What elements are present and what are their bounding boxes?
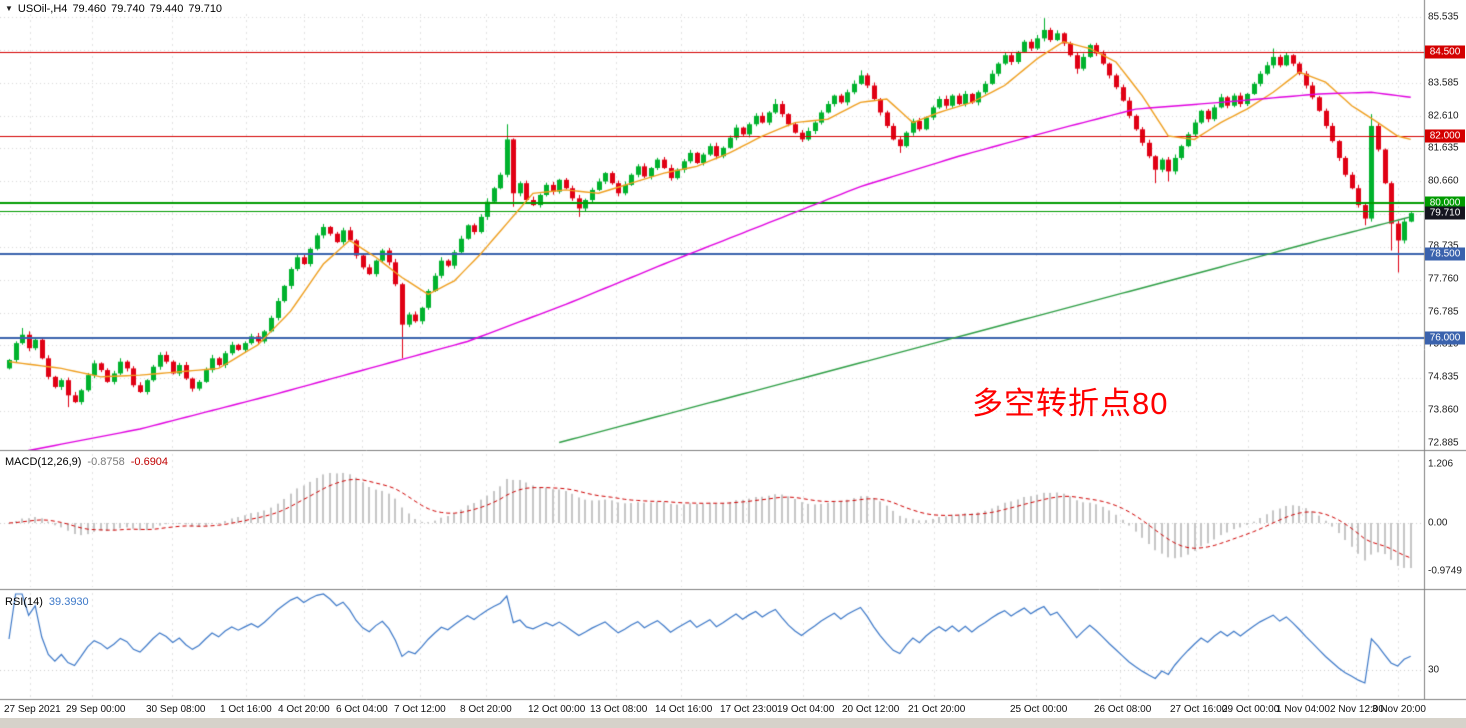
time-label: 20 Oct 12:00: [842, 704, 900, 715]
price-badge: 82.000: [1425, 129, 1465, 143]
time-axis[interactable]: 27 Sep 2021 29 Sep 00:00 30 Sep 08:00 1 Oct…: [0, 702, 1426, 718]
time-label: 2 Nov 12:00: [1330, 704, 1384, 715]
macd-tick: 0.00: [1428, 517, 1448, 529]
time-label: 1 Nov 04:00: [1276, 704, 1330, 715]
price-tick: 72.885: [1428, 437, 1459, 449]
time-label: 19 Oct 04:00: [777, 704, 835, 715]
time-label: 26 Oct 08:00: [1094, 704, 1152, 715]
price-tick: 83.585: [1428, 77, 1459, 89]
time-label: 14 Oct 16:00: [655, 704, 713, 715]
price-badge: 79.710: [1425, 206, 1465, 220]
time-label: 30 Sep 08:00: [146, 704, 206, 715]
macd-main-value: -0.8758: [87, 456, 125, 468]
price-badge: 80.000: [1425, 196, 1465, 210]
time-label: 6 Oct 04:00: [336, 704, 388, 715]
time-label: 12 Oct 00:00: [528, 704, 586, 715]
macd-name: MACD(12,26,9): [5, 456, 82, 468]
time-label: 8 Oct 20:00: [460, 704, 512, 715]
price-tick: 81.635: [1428, 142, 1459, 154]
time-label: 25 Oct 00:00: [1010, 704, 1068, 715]
price-tick: 73.860: [1428, 404, 1459, 416]
rsi-panel-title: RSI(14) 39.3930: [5, 596, 89, 608]
price-tick: 77.760: [1428, 273, 1459, 285]
rsi-tick: 30: [1428, 664, 1440, 676]
time-label: 13 Oct 08:00: [590, 704, 648, 715]
price-tick: 74.835: [1428, 371, 1459, 383]
time-label: 1 Oct 16:00: [220, 704, 272, 715]
price-tick: 80.660: [1428, 175, 1459, 187]
chart-annotation: 多空转折点80: [972, 386, 1169, 421]
macd-panel-title: MACD(12,26,9) -0.8758 -0.6904: [5, 456, 168, 468]
rsi-value: 39.3930: [48, 596, 89, 608]
ohlc-close: 79.710: [188, 3, 223, 15]
price-tick: 76.785: [1428, 306, 1459, 318]
time-label: 4 Oct 20:00: [278, 704, 330, 715]
time-label: 21 Oct 20:00: [908, 704, 966, 715]
ohlc-low: 79.440: [149, 3, 184, 15]
price-tick: 85.535: [1428, 11, 1459, 23]
macd-tick: 1.206: [1428, 458, 1454, 470]
price-badge: 76.000: [1425, 331, 1465, 345]
time-label: 3 Nov 20:00: [1372, 704, 1426, 715]
macd-tick: -0.9749: [1428, 565, 1462, 577]
price-badge: 78.500: [1425, 247, 1465, 261]
chevron-down-icon[interactable]: ▼: [5, 4, 13, 13]
macd-signal-value: -0.6904: [130, 456, 169, 468]
time-label: 29 Oct 00:00: [1222, 704, 1280, 715]
price-badge: 84.500: [1425, 45, 1465, 59]
price-tick: 78.735: [1428, 240, 1459, 252]
time-label: 27 Sep 2021: [4, 704, 61, 715]
ohlc-open: 79.460: [72, 3, 107, 15]
symbol-info-bar: ▼ USOil-,H4 79.460 79.740 79.440 79.710: [5, 3, 222, 15]
price-tick: 82.610: [1428, 110, 1459, 121]
symbol-period-label: USOil-,H4: [17, 3, 68, 15]
window-bottom-edge: [0, 718, 1466, 728]
time-label: 29 Sep 00:00: [66, 704, 126, 715]
time-label: 17 Oct 23:00: [720, 704, 778, 715]
price-scale[interactable]: 85.535 83.585 82.610 81.635 80.660 78.735 77.7…: [1424, 0, 1466, 700]
ohlc-high: 79.740: [111, 3, 145, 15]
time-label: 7 Oct 12:00: [394, 704, 446, 715]
time-label: 27 Oct 16:00: [1170, 704, 1228, 715]
rsi-name: RSI(14): [5, 596, 43, 608]
